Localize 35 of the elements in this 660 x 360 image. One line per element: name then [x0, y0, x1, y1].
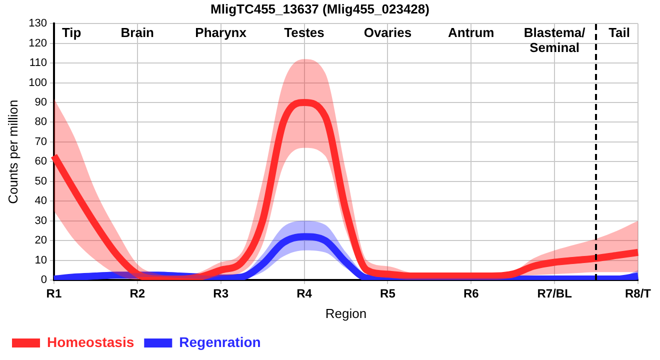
annotation: Antrum	[448, 25, 494, 40]
annotation: Tip	[62, 25, 82, 40]
legend-label: Regenration	[179, 334, 261, 350]
legend-label: Homeostasis	[47, 334, 134, 350]
x-tick-label: R1	[46, 286, 62, 301]
annotation: Brain	[120, 25, 154, 40]
x-tick-label: R4	[296, 286, 312, 301]
y-tick-label: 70	[34, 136, 47, 148]
y-tick-label: 120	[28, 37, 47, 50]
x-tick-label: R5	[380, 286, 396, 301]
y-tick-label: 60	[34, 156, 47, 168]
annotation: Blastema/ Seminal	[524, 25, 586, 56]
y-tick-label: 20	[34, 234, 47, 247]
y-tick-label: 130	[28, 18, 47, 30]
x-tick-label: R3	[213, 286, 229, 301]
y-tick-label: 10	[34, 254, 47, 266]
x-tick-label: R6	[463, 286, 480, 301]
annotation: Pharynx	[195, 25, 248, 40]
annotation: Ovaries	[364, 25, 412, 40]
x-tick-label: R7/BL	[537, 286, 572, 301]
y-tick-label: 0	[40, 274, 47, 286]
annotation: Testes	[284, 25, 324, 40]
y-axis-title: Counts per million	[5, 100, 20, 204]
x-tick-label: R2	[130, 286, 146, 301]
y-tick-label: 50	[34, 175, 47, 188]
y-tick-label: 90	[34, 96, 47, 109]
x-tick-label: R8/T	[624, 286, 652, 301]
annotation: Tail	[608, 25, 630, 40]
chart-title: MligTC455_13637 (Mlig455_023428)	[210, 1, 430, 16]
y-tick-label: 30	[34, 214, 47, 227]
y-tick-label: 100	[28, 76, 47, 89]
x-axis-title: Region	[325, 306, 367, 321]
y-tick-label: 80	[34, 116, 47, 128]
y-tick-label: 110	[29, 57, 47, 70]
y-tick-label: 40	[34, 195, 47, 208]
